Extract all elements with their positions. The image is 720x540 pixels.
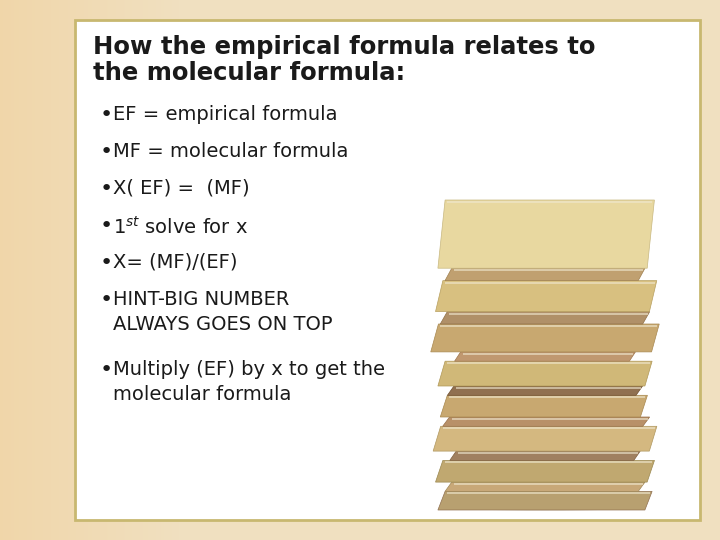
Polygon shape [436,461,654,482]
Polygon shape [443,417,649,426]
Polygon shape [447,362,650,364]
Polygon shape [454,352,636,361]
Polygon shape [443,427,655,429]
Text: •: • [100,105,113,125]
Polygon shape [438,200,654,268]
Text: •: • [100,253,113,273]
Text: •: • [100,179,113,199]
Polygon shape [449,396,645,399]
Polygon shape [447,201,652,203]
Text: •: • [100,360,113,380]
FancyBboxPatch shape [75,20,700,520]
Polygon shape [445,281,654,284]
Polygon shape [447,386,642,395]
Text: MF = molecular formula: MF = molecular formula [113,142,348,161]
Text: •: • [100,290,113,310]
Polygon shape [463,353,634,355]
Text: How the empirical formula relates to: How the empirical formula relates to [93,35,595,59]
Polygon shape [436,281,657,312]
Polygon shape [458,452,638,454]
Text: •: • [100,216,113,236]
Polygon shape [454,269,643,271]
Text: 1$^{st}$ solve for x: 1$^{st}$ solve for x [113,216,248,238]
Polygon shape [449,313,648,315]
Polygon shape [447,492,650,495]
Text: Multiply (EF) by x to get the
molecular formula: Multiply (EF) by x to get the molecular … [113,360,385,404]
Polygon shape [438,491,652,510]
Text: •: • [100,142,113,162]
Polygon shape [445,461,652,463]
Polygon shape [441,395,647,417]
Polygon shape [431,324,660,352]
Text: X( EF) =  (MF): X( EF) = (MF) [113,179,250,198]
Polygon shape [441,312,649,324]
Ellipse shape [453,499,637,511]
Polygon shape [454,483,643,485]
Polygon shape [433,426,657,451]
Text: EF = empirical formula: EF = empirical formula [113,105,338,124]
Polygon shape [441,325,657,327]
Text: the molecular formula:: the molecular formula: [93,61,405,85]
Polygon shape [438,361,652,386]
Text: X= (MF)/(EF): X= (MF)/(EF) [113,253,238,272]
Text: HINT-BIG NUMBER
ALWAYS GOES ON TOP: HINT-BIG NUMBER ALWAYS GOES ON TOP [113,290,333,334]
Polygon shape [451,418,648,420]
Polygon shape [445,268,645,281]
Polygon shape [445,482,645,491]
Polygon shape [456,387,641,389]
Polygon shape [450,451,640,461]
